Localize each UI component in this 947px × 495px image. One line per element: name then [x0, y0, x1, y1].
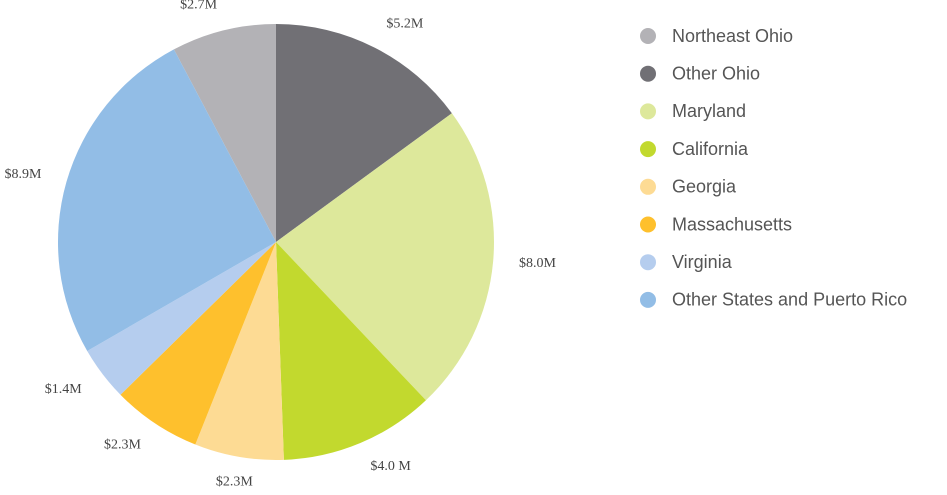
data-label: $4.0 M — [370, 459, 411, 474]
pie-slice — [276, 113, 494, 401]
legend-swatch — [640, 28, 656, 44]
legend-label: Maryland — [672, 101, 746, 121]
legend-label: Virginia — [672, 252, 733, 272]
legend-label: Other Ohio — [672, 63, 760, 83]
legend-swatch — [640, 291, 656, 308]
legend-swatch — [640, 141, 656, 158]
pie-slice — [276, 242, 426, 460]
legend-swatch — [640, 65, 656, 82]
data-label: $2.3M — [216, 475, 254, 490]
pie-slice — [173, 24, 276, 242]
data-label: $8.9M — [5, 167, 43, 182]
legend-label: Northeast Ohio — [672, 26, 793, 46]
pie-slice — [195, 242, 284, 460]
legend-swatch — [640, 103, 656, 120]
legend-label: Georgia — [672, 177, 737, 197]
legend-label: Other States and Puerto Rico — [672, 290, 907, 310]
data-label: $5.2M — [386, 17, 424, 32]
pie-slice — [57, 49, 276, 351]
data-label: $8.0M — [519, 256, 557, 271]
data-label: $2.3M — [104, 437, 142, 452]
pie-slice — [87, 242, 277, 395]
legend-label: Massachusetts — [672, 214, 792, 234]
legend-swatch — [640, 254, 656, 271]
legend-swatch — [640, 178, 656, 195]
data-label: $2.7M — [180, 0, 218, 12]
legend-label: California — [672, 139, 749, 159]
legend-swatch — [640, 216, 656, 233]
pie-slice — [120, 242, 277, 445]
pie-slice — [276, 24, 452, 242]
data-label: $1.4M — [45, 382, 83, 397]
